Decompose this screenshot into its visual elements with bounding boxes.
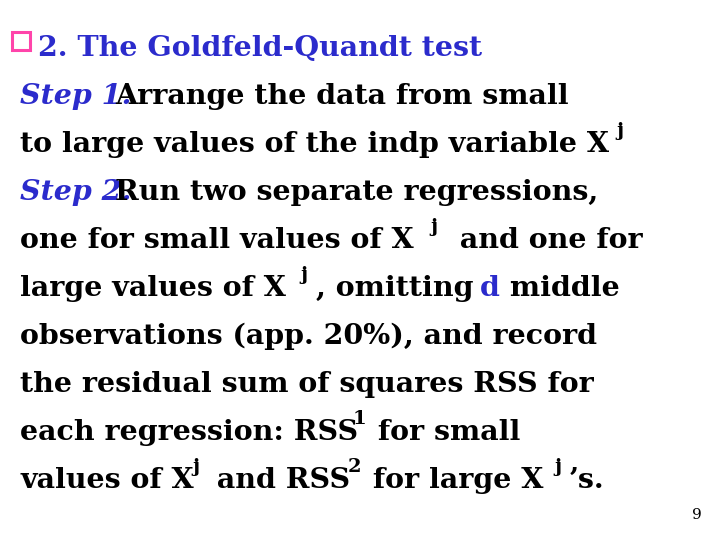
Text: ’s.: ’s. bbox=[569, 467, 605, 494]
Text: 1: 1 bbox=[353, 410, 366, 428]
Text: , omitting: , omitting bbox=[316, 275, 483, 302]
Text: Step 2.: Step 2. bbox=[20, 179, 131, 206]
Text: and RSS: and RSS bbox=[207, 467, 350, 494]
Text: each regression: RSS: each regression: RSS bbox=[20, 419, 358, 446]
Text: Run two separate regressions,: Run two separate regressions, bbox=[115, 179, 598, 206]
Text: for large X: for large X bbox=[363, 467, 544, 494]
Text: 2. The Goldfeld-Quandt test: 2. The Goldfeld-Quandt test bbox=[38, 35, 482, 62]
Text: middle: middle bbox=[500, 275, 620, 302]
Text: observations (app. 20%), and record: observations (app. 20%), and record bbox=[20, 323, 597, 350]
Text: j: j bbox=[554, 458, 561, 476]
Text: Step 1.: Step 1. bbox=[20, 83, 131, 110]
Text: j: j bbox=[616, 122, 623, 140]
Bar bbox=[12, 32, 30, 50]
Text: j: j bbox=[430, 218, 437, 236]
Text: to large values of the indp variable X: to large values of the indp variable X bbox=[20, 131, 609, 158]
Text: values of X: values of X bbox=[20, 467, 194, 494]
Text: 9: 9 bbox=[692, 508, 702, 522]
Text: j: j bbox=[192, 458, 199, 476]
Text: 2: 2 bbox=[348, 458, 361, 476]
Text: j: j bbox=[300, 266, 307, 284]
Text: one for small values of X: one for small values of X bbox=[20, 227, 414, 254]
Text: for small: for small bbox=[368, 419, 521, 446]
Text: and one for: and one for bbox=[450, 227, 643, 254]
Text: Arrange the data from small: Arrange the data from small bbox=[115, 83, 569, 110]
Text: the residual sum of squares RSS for: the residual sum of squares RSS for bbox=[20, 371, 594, 398]
Text: d: d bbox=[480, 275, 500, 302]
Text: large values of X: large values of X bbox=[20, 275, 286, 302]
